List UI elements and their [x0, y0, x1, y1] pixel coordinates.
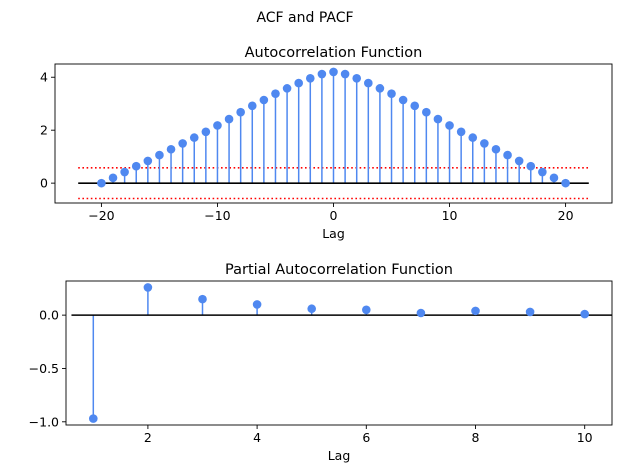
acf-point-15: [271, 89, 280, 98]
acf-point-0: [97, 178, 106, 188]
acf-point-25: [387, 89, 396, 98]
acf-point-37: [526, 161, 536, 171]
acf-point-9: [201, 127, 211, 137]
acf-point-10: [213, 121, 222, 130]
acf-point-5: [155, 150, 164, 160]
pacf-point-2: [198, 294, 207, 304]
acf-point-11: [224, 114, 234, 124]
acf-point-26: [398, 95, 408, 105]
acf-point-6: [166, 144, 176, 154]
acf-point-4: [143, 156, 153, 166]
acf-point-8: [189, 133, 199, 142]
pacf-xtick-label-1: 4: [253, 430, 261, 445]
acf-stems: [112, 71, 555, 184]
pacf-point-0: [89, 414, 98, 423]
acf-point-7: [178, 139, 187, 148]
acf-point-3: [131, 161, 141, 171]
pacf-title: Partial Autocorrelation Function: [225, 262, 453, 278]
figure-suptitle: ACF and PACF: [256, 10, 353, 26]
pacf-xtick-label-2: 6: [362, 430, 370, 445]
acf-point-28: [422, 107, 431, 117]
pacf-point-9: [580, 309, 589, 319]
acf-point-2: [120, 167, 129, 177]
pacf-point-1: [143, 283, 153, 292]
acf-point-22: [352, 73, 362, 83]
pacf-point-6: [416, 308, 426, 318]
acf-point-38: [538, 167, 547, 177]
pacf-point-5: [362, 305, 371, 315]
pacf-point-8: [525, 307, 535, 317]
acf-point-21: [340, 69, 350, 79]
acf-point-16: [282, 84, 292, 93]
acf-point-33: [480, 139, 489, 148]
pacf-ytick-label-1: −0.5: [29, 361, 59, 376]
acf-point-32: [468, 133, 478, 142]
pacf-xtick-label-3: 8: [472, 430, 480, 445]
acf-point-19: [317, 69, 327, 79]
pacf-point-3: [252, 300, 262, 309]
pacf-markers: [89, 283, 589, 423]
acf-chart: Autocorrelation Function −20 −10 0 10 20 0 2 4 La…: [40, 45, 613, 241]
pacf-ytick-label-0: −1.0: [29, 414, 59, 429]
acf-point-35: [503, 150, 512, 160]
pacf-chart: Partial Autocorrelation Function 2 4 6 8 10 −1…: [29, 262, 613, 463]
acf-point-40: [561, 178, 570, 188]
acf-point-39: [549, 173, 559, 183]
pacf-xtick-label-0: 2: [144, 430, 152, 445]
acf-title: Autocorrelation Function: [245, 45, 423, 61]
pacf-xlabel: Lag: [328, 448, 351, 463]
acf-point-29: [433, 114, 443, 124]
acf-markers: [97, 67, 570, 188]
acf-point-27: [410, 101, 420, 111]
acf-xtick-label-3: 10: [442, 208, 458, 223]
acf-point-23: [364, 78, 373, 88]
acf-point-34: [491, 144, 501, 154]
acf-point-18: [305, 73, 315, 83]
acf-point-31: [456, 127, 466, 137]
acf-ytick-label-0: 0: [40, 176, 48, 191]
acf-xtick-label-0: −20: [88, 208, 114, 223]
acf-point-12: [236, 107, 245, 117]
pacf-point-4: [307, 304, 317, 314]
acf-point-17: [294, 78, 303, 88]
pacf-point-7: [471, 306, 480, 316]
acf-point-20: [329, 67, 338, 77]
acf-ytick-label-1: 2: [40, 123, 48, 138]
pacf-xtick-label-4: 10: [577, 430, 593, 445]
acf-xtick-label-2: 0: [330, 208, 338, 223]
acf-ytick-label-2: 4: [40, 70, 48, 85]
acf-point-36: [514, 156, 524, 166]
acf-xtick-label-4: 20: [558, 208, 574, 223]
acf-xlabel: Lag: [322, 226, 345, 241]
pacf-ytick-label-2: 0.0: [39, 308, 59, 323]
pacf-axes-frame: [65, 280, 613, 426]
acf-point-30: [445, 121, 454, 130]
acf-point-14: [259, 95, 269, 105]
acf-point-24: [375, 84, 385, 93]
acf-xtick-label-1: −10: [204, 208, 230, 223]
acf-point-1: [108, 173, 118, 183]
acf-point-13: [247, 101, 257, 111]
